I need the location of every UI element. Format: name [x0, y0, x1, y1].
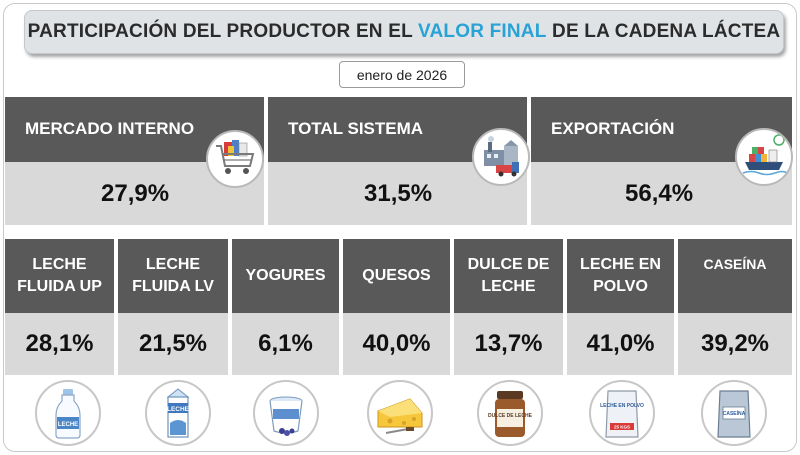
jar-label-text: DULCE DE LECHE [488, 413, 533, 419]
panel-header: YOGURES [232, 239, 339, 313]
panel-header: LECHE EN POLVO [567, 239, 674, 313]
panel-header: LECHE FLUIDA LV [118, 239, 228, 313]
bag-weight-text: 25 KGS [614, 425, 630, 430]
panel-value: 41,0% [567, 313, 674, 375]
panel-value: 21,5% [118, 313, 228, 375]
panel-leche-fluida-up: LECHE FLUIDA UP 28,1% [5, 239, 114, 375]
dulce-de-leche-jar-icon: DULCE DE LECHE [477, 380, 543, 446]
panel-header: CASEÍNA [678, 239, 792, 313]
panel-caseina: CASEÍNA 39,2% [678, 239, 792, 375]
cheese-icon [367, 380, 433, 446]
bag-label-text: LECHE EN POLVO [600, 403, 644, 409]
milk-bottle-icon-text: LECHE [58, 422, 78, 428]
panel-dulce-de-leche: DULCE DE LECHE 13,7% [454, 239, 563, 375]
shopping-cart-icon [206, 130, 264, 188]
panel-value: 39,2% [678, 313, 792, 375]
title-part-2: DE LA CADENA LÁCTEA [546, 21, 781, 42]
casein-bag-icon: CASEÍNA [701, 380, 767, 446]
panel-value: 28,1% [5, 313, 114, 375]
yogurt-cup-icon [253, 380, 319, 446]
factory-truck-icon [472, 128, 530, 186]
milk-carton-icon: LECHE [145, 380, 211, 446]
panel-value: 13,7% [454, 313, 563, 375]
panel-quesos: QUESOS 40,0% [343, 239, 450, 375]
milk-bottle-icon: LECHE [35, 380, 101, 446]
panel-header: MERCADO INTERNO [5, 97, 264, 162]
page-title: PARTICIPACIÓN DEL PRODUCTOR EN EL VALOR … [24, 10, 784, 54]
panel-header: LECHE FLUIDA UP [5, 239, 114, 313]
title-part-1: PARTICIPACIÓN DEL PRODUCTOR EN EL [27, 21, 419, 42]
powdered-milk-bag-icon: LECHE EN POLVO 25 KGS [589, 380, 655, 446]
panel-yogures: YOGURES 6,1% [232, 239, 339, 375]
panel-value: 6,1% [232, 313, 339, 375]
panel-leche-fluida-lv: LECHE FLUIDA LV 21,5% [118, 239, 228, 375]
title-highlight: VALOR FINAL [418, 21, 547, 42]
panel-leche-en-polvo: LECHE EN POLVO 41,0% [567, 239, 674, 375]
panel-exportacion: EXPORTACIÓN 56,4% [531, 97, 792, 225]
cargo-ship-icon [735, 128, 793, 186]
date-label: enero de 2026 [339, 61, 465, 88]
milk-carton-icon-text: LECHE [167, 406, 190, 413]
panel-header: DULCE DE LECHE [454, 239, 563, 313]
panel-header: QUESOS [343, 239, 450, 313]
casein-label-text: CASEÍNA [723, 409, 746, 417]
panel-value: 40,0% [343, 313, 450, 375]
